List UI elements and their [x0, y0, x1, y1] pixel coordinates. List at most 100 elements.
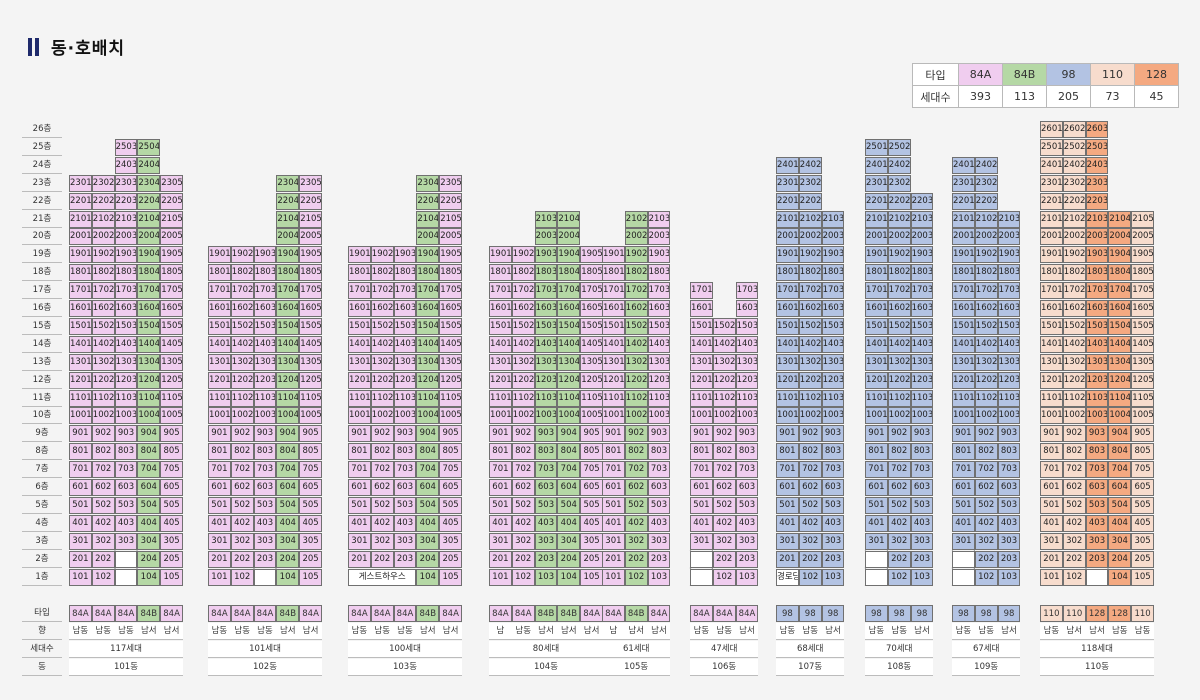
unit-cell[interactable]: 1702: [91, 282, 115, 300]
unit-cell[interactable]: 1505: [439, 317, 462, 335]
unit-cell[interactable]: 1905: [439, 246, 462, 264]
unit-cell[interactable]: 2101: [69, 210, 92, 228]
unit-cell[interactable]: 1402: [230, 335, 254, 353]
unit-cell[interactable]: 401: [776, 514, 799, 532]
unit-cell[interactable]: 1201: [952, 371, 975, 389]
unit-cell[interactable]: 905: [160, 425, 183, 443]
unit-cell[interactable]: 102: [230, 568, 254, 586]
unit-cell[interactable]: 1201: [348, 371, 371, 389]
unit-cell[interactable]: 1001: [602, 407, 625, 425]
unit-cell[interactable]: 2204: [416, 192, 440, 210]
unit-cell[interactable]: 1302: [91, 353, 115, 371]
unit-cell[interactable]: 2402: [887, 156, 911, 174]
unit-cell[interactable]: 502: [974, 496, 998, 514]
unit-cell[interactable]: 502: [1062, 496, 1086, 514]
unit-cell[interactable]: 1003: [393, 407, 417, 425]
unit-cell[interactable]: 2101: [952, 210, 975, 228]
unit-cell[interactable]: 901: [489, 425, 512, 443]
unit-cell[interactable]: 601: [952, 479, 975, 496]
unit-cell[interactable]: 2503: [1085, 138, 1109, 156]
unit-cell[interactable]: 1003: [114, 407, 138, 425]
unit-cell[interactable]: 501: [952, 496, 975, 514]
unit-cell[interactable]: 402: [370, 514, 394, 532]
unit-cell[interactable]: 1001: [1040, 407, 1063, 425]
unit-cell[interactable]: 1602: [91, 300, 115, 317]
unit-cell[interactable]: 2003: [647, 228, 671, 246]
unit-cell[interactable]: 2004: [416, 228, 440, 246]
unit-cell[interactable]: 1701: [690, 282, 713, 300]
unit-cell[interactable]: 202: [511, 550, 535, 568]
unit-cell[interactable]: 104: [416, 568, 440, 586]
unit-cell[interactable]: 1203: [647, 371, 671, 389]
unit-cell[interactable]: 801: [952, 443, 975, 461]
unit-cell[interactable]: 1603: [1085, 300, 1109, 317]
unit-cell[interactable]: 1101: [489, 389, 512, 407]
unit-cell[interactable]: 1803: [393, 264, 417, 282]
unit-cell[interactable]: 204: [137, 550, 161, 568]
unit-cell[interactable]: 2001: [776, 228, 799, 246]
unit-cell[interactable]: 105: [1131, 568, 1154, 586]
unit-cell[interactable]: 601: [690, 479, 713, 496]
unit-cell[interactable]: 803: [393, 443, 417, 461]
unit-cell[interactable]: 704: [1108, 461, 1132, 479]
unit-cell[interactable]: 1601: [208, 300, 231, 317]
unit-cell[interactable]: 403: [910, 514, 934, 532]
unit-cell[interactable]: 2104: [276, 210, 300, 228]
unit-cell[interactable]: 1901: [602, 246, 625, 264]
unit-cell[interactable]: 1503: [997, 317, 1021, 335]
unit-cell[interactable]: 202: [230, 550, 254, 568]
unit-cell[interactable]: 1401: [1040, 335, 1063, 353]
unit-cell[interactable]: 205: [580, 550, 603, 568]
unit-cell[interactable]: 1003: [821, 407, 845, 425]
unit-cell[interactable]: 1402: [370, 335, 394, 353]
unit-cell[interactable]: 404: [557, 514, 581, 532]
unit-cell[interactable]: 1403: [393, 335, 417, 353]
unit-cell[interactable]: 503: [647, 496, 671, 514]
unit-cell[interactable]: 2201: [69, 192, 92, 210]
unit-cell[interactable]: 1702: [511, 282, 535, 300]
unit-cell[interactable]: 1202: [798, 371, 822, 389]
unit-cell[interactable]: 1702: [370, 282, 394, 300]
unit-cell[interactable]: 1302: [974, 353, 998, 371]
unit-cell[interactable]: 603: [647, 479, 671, 496]
unit-cell[interactable]: 1501: [776, 317, 799, 335]
unit-cell[interactable]: 1901: [776, 246, 799, 264]
unit-cell[interactable]: 2005: [1131, 228, 1154, 246]
unit-cell[interactable]: 1501: [690, 317, 713, 335]
unit-cell[interactable]: 1001: [690, 407, 713, 425]
unit-cell[interactable]: 1605: [1131, 300, 1154, 317]
unit-cell[interactable]: 1803: [534, 264, 558, 282]
unit-cell[interactable]: 1903: [647, 246, 671, 264]
unit-cell[interactable]: 1302: [230, 353, 254, 371]
unit-cell[interactable]: 1805: [1131, 264, 1154, 282]
unit-cell[interactable]: 1204: [557, 371, 581, 389]
unit-cell[interactable]: 1401: [69, 335, 92, 353]
unit-cell[interactable]: 1703: [1085, 282, 1109, 300]
unit-cell[interactable]: 904: [557, 425, 581, 443]
unit-cell[interactable]: 1301: [952, 353, 975, 371]
unit-cell[interactable]: 402: [887, 514, 911, 532]
unit-cell[interactable]: 1401: [348, 335, 371, 353]
unit-cell[interactable]: 101: [208, 568, 231, 586]
unit-cell[interactable]: 1401: [776, 335, 799, 353]
unit-cell[interactable]: 2301: [1040, 174, 1063, 192]
unit-cell[interactable]: 304: [276, 532, 300, 550]
unit-cell[interactable]: 901: [602, 425, 625, 443]
unit-cell[interactable]: 305: [1131, 532, 1154, 550]
unit-cell[interactable]: 1604: [1108, 300, 1132, 317]
unit-cell[interactable]: 1501: [602, 317, 625, 335]
unit-cell[interactable]: 2102: [624, 210, 648, 228]
unit-cell[interactable]: 703: [534, 461, 558, 479]
unit-cell[interactable]: 802: [974, 443, 998, 461]
unit-cell[interactable]: 1704: [276, 282, 300, 300]
unit-cell[interactable]: 201: [348, 550, 371, 568]
unit-cell[interactable]: 801: [602, 443, 625, 461]
unit-cell[interactable]: 2201: [952, 192, 975, 210]
unit-cell[interactable]: 2103: [1085, 210, 1109, 228]
unit-cell[interactable]: 1503: [114, 317, 138, 335]
unit-cell[interactable]: 1004: [416, 407, 440, 425]
unit-cell[interactable]: 501: [348, 496, 371, 514]
unit-cell[interactable]: 101: [69, 568, 92, 586]
unit-cell[interactable]: 2101: [776, 210, 799, 228]
unit-cell[interactable]: 1802: [511, 264, 535, 282]
